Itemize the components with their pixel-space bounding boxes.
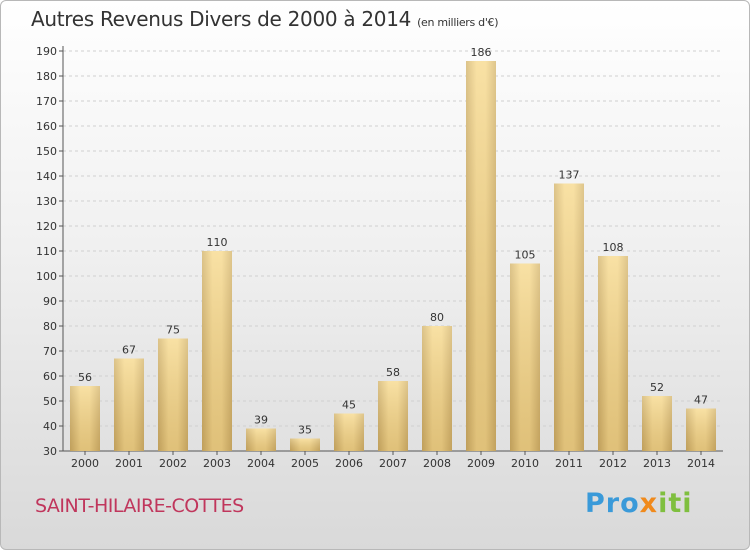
y-tick-label: 180: [36, 70, 57, 83]
x-tick-label: 2006: [335, 457, 363, 470]
bar-value-label: 47: [694, 394, 708, 407]
x-tick-label: 2003: [203, 457, 231, 470]
y-tick-label: 70: [43, 345, 57, 358]
bar-value-label: 56: [78, 371, 92, 384]
x-tick-label: 2004: [247, 457, 275, 470]
x-tick-label: 2005: [291, 457, 319, 470]
chart-title: Autres Revenus Divers de 2000 à 2014 (en …: [31, 7, 499, 31]
proxiti-logo: Proxiti: [585, 488, 693, 519]
x-tick-label: 2001: [115, 457, 143, 470]
y-tick-label: 160: [36, 120, 57, 133]
y-tick-label: 60: [43, 370, 57, 383]
x-tick-label: 2010: [511, 457, 539, 470]
bar-value-label: 39: [254, 414, 268, 427]
bar-value-label: 80: [430, 311, 444, 324]
x-tick-label: 2014: [687, 457, 715, 470]
y-tick-label: 40: [43, 420, 57, 433]
bar-value-label: 35: [298, 424, 312, 437]
bar-shade: [642, 396, 672, 451]
x-tick-label: 2002: [159, 457, 187, 470]
y-tick-label: 50: [43, 395, 57, 408]
bar-shade: [158, 338, 188, 451]
bar-value-label: 67: [122, 344, 136, 357]
x-tick-label: 2007: [379, 457, 407, 470]
x-tick-label: 2008: [423, 457, 451, 470]
title-text: Autres Revenus Divers de 2000 à 2014: [31, 7, 412, 31]
y-tick-label: 90: [43, 295, 57, 308]
bar-shade: [598, 256, 628, 451]
bar-shade: [378, 381, 408, 451]
bar-value-label: 58: [386, 366, 400, 379]
bar-value-label: 45: [342, 399, 356, 412]
y-tick-label: 110: [36, 245, 57, 258]
bar-shade: [334, 413, 364, 451]
y-tick-label: 100: [36, 270, 57, 283]
bar-value-label: 52: [650, 381, 664, 394]
bar-shade: [554, 183, 584, 451]
y-tick-label: 190: [36, 45, 57, 58]
x-tick-label: 2000: [71, 457, 99, 470]
y-tick-label: 130: [36, 195, 57, 208]
bar-value-label: 75: [166, 324, 180, 337]
bar-value-label: 105: [515, 249, 536, 262]
y-tick-label: 170: [36, 95, 57, 108]
bar-value-label: 110: [207, 236, 228, 249]
x-tick-label: 2013: [643, 457, 671, 470]
bar-value-label: 108: [603, 241, 624, 254]
y-tick-label: 80: [43, 320, 57, 333]
bar-shade: [686, 408, 716, 451]
bar-shade: [290, 438, 320, 451]
y-tick-label: 150: [36, 145, 57, 158]
bar-shade: [202, 251, 232, 451]
bar-shade: [70, 386, 100, 451]
commune-name: SAINT-HILAIRE-COTTES: [35, 495, 244, 517]
bar-shade: [422, 326, 452, 451]
bar-value-label: 137: [559, 169, 580, 182]
bar-value-label: 186: [471, 46, 492, 59]
bar-shade: [466, 61, 496, 451]
chart-subtitle: (en milliers d'€): [417, 16, 499, 29]
bar-shade: [246, 428, 276, 451]
x-tick-label: 2012: [599, 457, 627, 470]
y-tick-label: 140: [36, 170, 57, 183]
y-tick-label: 30: [43, 445, 57, 458]
y-tick-label: 120: [36, 220, 57, 233]
x-tick-label: 2009: [467, 457, 495, 470]
x-tick-label: 2011: [555, 457, 583, 470]
bar-shade: [114, 358, 144, 451]
bar-shade: [510, 263, 540, 451]
